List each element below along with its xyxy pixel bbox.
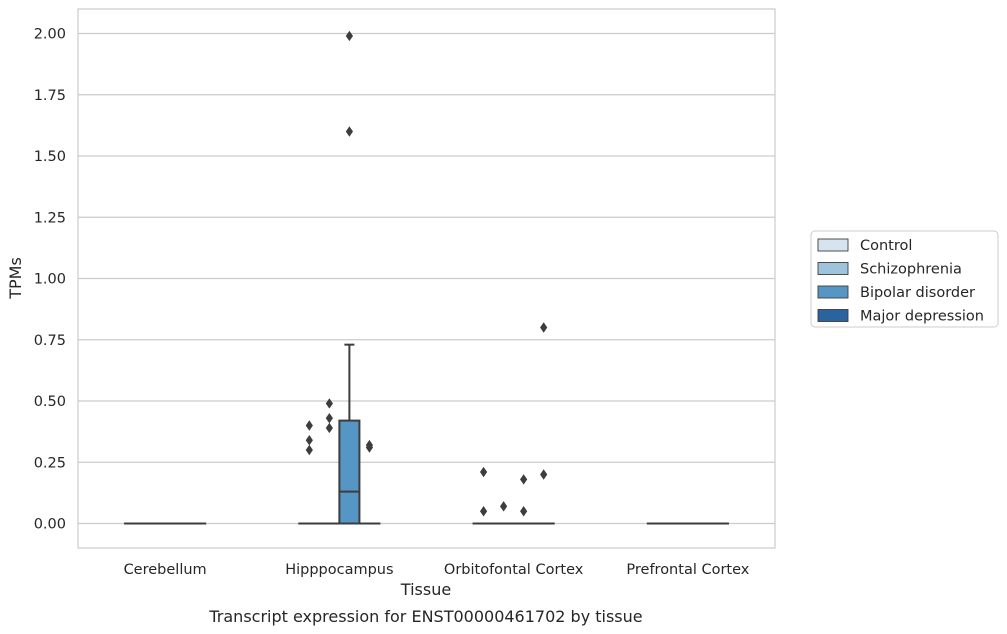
y-tick-label: 1.50	[34, 149, 66, 165]
x-tick-label: Cerebellum	[124, 562, 207, 578]
y-axis-title: TPMs	[6, 257, 25, 300]
y-tick-label: 0.75	[34, 333, 66, 349]
box	[492, 501, 515, 525]
boxes	[124, 30, 729, 525]
outlier-point	[540, 322, 548, 333]
y-tick-label: 0.50	[34, 394, 66, 410]
chart-caption: Transcript expression for ENST0000046170…	[208, 607, 642, 626]
outlier-point	[540, 469, 548, 480]
outlier-point	[479, 506, 488, 517]
box-body	[338, 419, 361, 525]
legend-swatch	[817, 262, 849, 275]
outlier-point	[520, 506, 528, 517]
legend-label: Schizophrenia	[860, 262, 962, 278]
box	[472, 466, 495, 525]
y-tick-label: 0.25	[34, 455, 66, 471]
y-tick-label: 1.75	[34, 88, 66, 104]
outlier-point	[479, 466, 488, 478]
x-tick-label: Prefrontal Cortex	[626, 562, 749, 578]
y-tick-label: 0.00	[34, 517, 66, 533]
outlier-point	[305, 435, 313, 446]
outlier-point	[325, 412, 333, 424]
x-tick-label: Hipppocampus	[285, 562, 393, 578]
legend-label: Control	[860, 238, 912, 254]
y-tick-label: 2.00	[34, 27, 66, 43]
box	[338, 30, 361, 525]
box	[512, 474, 535, 525]
box	[318, 398, 341, 525]
legend-label: Bipolar disorder	[860, 285, 975, 301]
outlier-point	[325, 398, 333, 409]
y-tick-label: 1.25	[34, 210, 66, 226]
legend-frame	[810, 230, 999, 328]
legend-swatch	[817, 309, 849, 322]
legend-swatch	[817, 285, 849, 299]
y-axis-ticks: 0.00 0.25 0.50 0.75 1.00 1.25 1.50 1.75 2.00	[34, 27, 66, 533]
box	[532, 322, 555, 525]
x-axis-ticks: Cerebellum Hipppocampus Orbitofontal Corte…	[124, 562, 750, 578]
outlier-point	[345, 126, 353, 137]
outlier-point	[365, 439, 374, 451]
legend-swatch	[817, 238, 849, 252]
outlier-point	[305, 420, 313, 431]
outlier-point	[325, 422, 333, 434]
legend: Control Schizophrenia Bipolar disorder Majo…	[810, 230, 999, 328]
y-gridlines	[78, 32, 775, 525]
plot-area-frame	[77, 8, 776, 549]
outlier-point	[500, 501, 508, 512]
outlier-point	[305, 444, 313, 456]
box	[358, 439, 381, 525]
x-tick-label: Orbitofontal Cortex	[444, 562, 584, 578]
box	[298, 420, 321, 525]
outlier-point	[520, 474, 528, 485]
outlier-point	[345, 30, 353, 42]
y-tick-label: 1.00	[34, 272, 66, 288]
x-axis-title: Tissue	[400, 580, 451, 599]
legend-label: Major depression	[860, 309, 984, 325]
